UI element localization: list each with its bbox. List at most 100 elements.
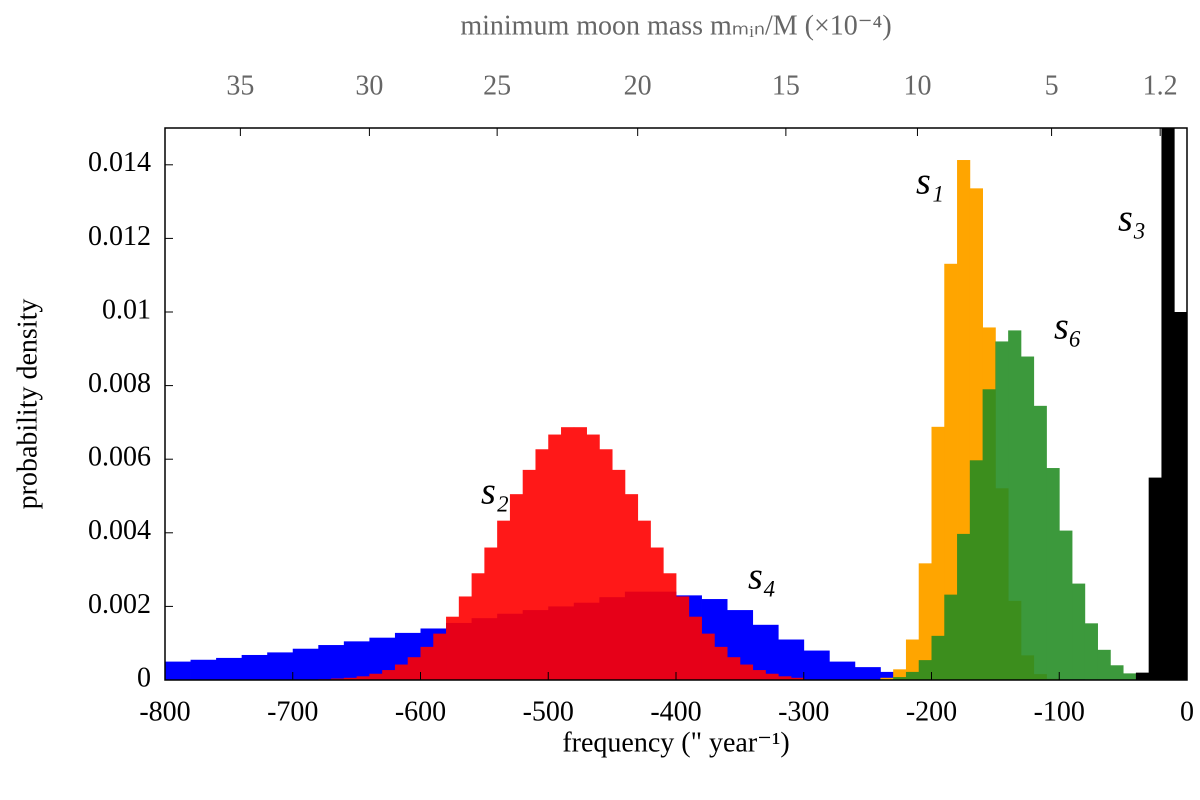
bar	[318, 645, 345, 680]
bar	[688, 616, 702, 680]
bar	[637, 520, 651, 680]
bar	[905, 671, 920, 680]
bar	[420, 646, 434, 680]
bar	[561, 427, 575, 680]
bar	[1161, 128, 1175, 680]
bar	[1148, 477, 1162, 680]
x-tick-label: -600	[395, 696, 446, 727]
bar	[880, 677, 894, 680]
bar	[752, 670, 766, 680]
series	[867, 330, 1162, 680]
bar	[778, 676, 792, 680]
bar	[931, 426, 945, 680]
top-axis: 35 30 25 20 15 10 5 1.2	[226, 70, 1178, 136]
x-tick-label: 0	[1180, 696, 1194, 727]
bar	[433, 633, 447, 680]
bar	[854, 667, 881, 680]
bar	[957, 533, 971, 680]
axes: -800 -700 -600 -500 -400 -300 -200 -100 0 0 0.002 0…	[88, 70, 1194, 727]
x-tick-label: -100	[1034, 696, 1085, 727]
bar	[407, 657, 421, 680]
plot-area	[165, 128, 1187, 680]
bar	[382, 670, 396, 680]
bar	[612, 469, 626, 680]
y-axis-label: probability density	[12, 299, 43, 510]
bar	[727, 657, 741, 680]
bar	[241, 654, 268, 680]
bar	[343, 677, 358, 680]
bar	[292, 648, 319, 680]
y-tick-label: 0.006	[88, 442, 151, 473]
top-tick-label: 35	[226, 70, 254, 101]
top-tick-label: 10	[903, 70, 931, 101]
bar	[356, 676, 370, 680]
bar	[1084, 623, 1098, 680]
bar	[1008, 330, 1022, 680]
top-tick-label: 25	[483, 70, 511, 101]
top-tick-label: 15	[772, 70, 800, 101]
bar	[790, 677, 805, 680]
bar	[599, 449, 613, 680]
bar	[1123, 673, 1137, 680]
bar	[918, 563, 932, 680]
y-tick-label: 0.012	[88, 221, 151, 252]
bar	[969, 460, 983, 680]
bar	[1020, 356, 1035, 680]
x-tick-label: -500	[523, 696, 574, 727]
series-label: s₄	[748, 556, 776, 598]
bar	[573, 427, 587, 680]
bar	[893, 669, 907, 680]
bar	[676, 596, 690, 680]
bar	[535, 449, 549, 680]
bar	[918, 660, 932, 680]
x-tick-label: -200	[906, 696, 957, 727]
bar	[1033, 405, 1047, 680]
x-tick-label: -700	[267, 696, 318, 727]
bar	[944, 263, 958, 680]
bar	[586, 434, 600, 680]
bar	[394, 664, 409, 680]
top-tick-label: 1.2	[1143, 70, 1178, 101]
top-tick-label: 5	[1045, 70, 1059, 101]
bar	[995, 341, 1009, 680]
series	[1135, 128, 1187, 680]
bar	[893, 677, 907, 680]
bar	[548, 434, 562, 680]
bar	[458, 596, 472, 680]
bar	[765, 673, 779, 680]
bar	[216, 657, 243, 680]
bar	[829, 661, 856, 680]
top-tick-label: 30	[355, 70, 383, 101]
bar	[663, 573, 677, 680]
bar	[190, 659, 217, 680]
bar	[1059, 530, 1073, 680]
series	[318, 427, 805, 680]
y-tick-label: 0.014	[88, 147, 151, 178]
bar	[522, 469, 536, 680]
bar	[624, 494, 639, 680]
bar	[982, 389, 996, 680]
bar	[484, 547, 498, 680]
bar	[701, 633, 715, 680]
bar	[471, 573, 485, 680]
y-tick-label: 0	[137, 662, 151, 693]
bar	[944, 594, 958, 680]
series-label: s₂	[481, 471, 509, 513]
bar	[1174, 312, 1187, 680]
bar	[446, 616, 460, 680]
x-tick-label: -300	[778, 696, 829, 727]
y-tick-label: 0.008	[88, 368, 151, 399]
bar	[714, 646, 728, 680]
y-tick-label: 0.002	[88, 589, 151, 620]
series-label: s₆	[1054, 306, 1082, 348]
series-label: s₁	[916, 161, 944, 203]
bar	[509, 494, 524, 680]
top-axis-label: minimum moon mass mₘᵢₙ/M (×10⁻⁴)	[460, 10, 891, 41]
bar	[803, 650, 830, 680]
bar	[343, 641, 370, 680]
y-tick-label: 0.01	[102, 294, 151, 325]
bar	[905, 639, 920, 680]
bar	[739, 664, 754, 680]
bar	[931, 635, 945, 680]
